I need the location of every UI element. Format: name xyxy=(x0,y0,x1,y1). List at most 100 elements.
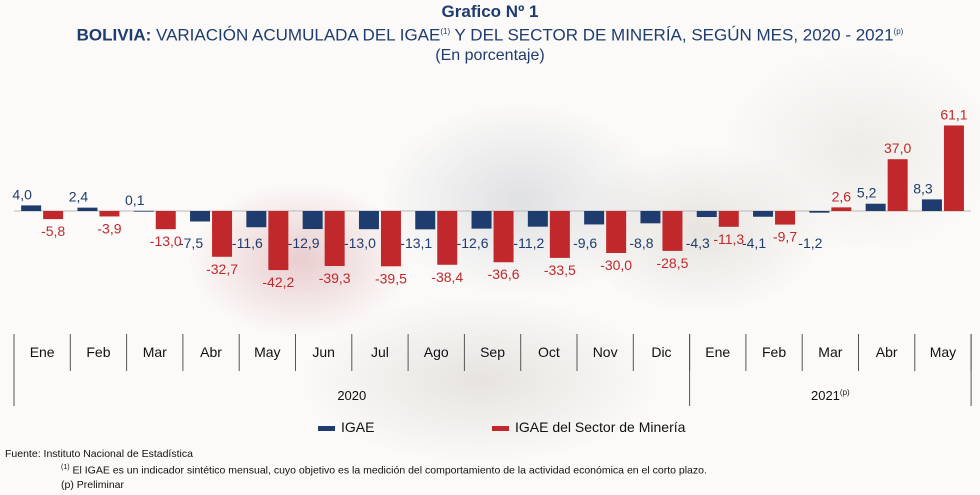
bar-mineria xyxy=(155,211,176,230)
bar-igae xyxy=(921,199,942,211)
value-label-igae: 8,3 xyxy=(913,180,933,196)
category-label: May xyxy=(930,344,956,360)
bar-igae xyxy=(753,211,774,217)
legend-swatch-mineria xyxy=(492,425,509,431)
footnote-igae-text: El IGAE es un indicador sintético mensua… xyxy=(69,464,707,477)
legend-label-mineria: IGAE del Sector de Minería xyxy=(515,419,686,435)
category-label: Dic xyxy=(651,344,671,360)
value-label-igae: 0,1 xyxy=(125,192,145,208)
legend-label-igae: IGAE xyxy=(341,419,375,435)
value-label-igae: 4,0 xyxy=(12,186,32,202)
legend-mineria: IGAE del Sector de Minería xyxy=(492,419,685,435)
value-label-mineria: -11,3 xyxy=(713,231,744,247)
value-label-igae: -1,2 xyxy=(798,235,822,251)
category-label: Mar xyxy=(143,344,167,360)
category-label: Abr xyxy=(876,344,898,360)
bar-igae xyxy=(809,211,830,213)
value-label-igae: -13,1 xyxy=(400,235,432,251)
bar-igae xyxy=(21,205,42,211)
value-label-mineria: -30,0 xyxy=(600,257,632,273)
value-label-igae: -12,6 xyxy=(457,235,489,251)
bar-mineria xyxy=(606,211,627,253)
value-label-mineria: -5,8 xyxy=(41,223,65,239)
legend-igae: IGAE xyxy=(318,419,374,435)
subtitle-country: BOLIVIA: xyxy=(76,25,152,45)
value-label-mineria: -33,5 xyxy=(544,262,576,278)
value-label-mineria: -39,3 xyxy=(319,270,351,286)
bar-mineria xyxy=(549,211,570,258)
category-label: May xyxy=(254,344,280,360)
bar-mineria xyxy=(380,211,401,267)
bar-mineria xyxy=(775,211,796,225)
bar-mineria xyxy=(662,211,683,251)
value-label-mineria: -32,7 xyxy=(206,261,238,277)
value-label-mineria: 37,0 xyxy=(884,140,911,156)
source-note: Fuente: Instituto Nacional de Estadístic… xyxy=(5,448,193,460)
year-label: 2021(p) xyxy=(811,388,850,403)
value-label-igae: -8,8 xyxy=(629,235,653,251)
year-label: 2020 xyxy=(337,388,366,403)
value-label-mineria: -9,7 xyxy=(773,229,797,245)
value-label-mineria: -3,9 xyxy=(97,220,121,236)
bar-igae xyxy=(527,211,548,227)
value-label-igae: -12,9 xyxy=(288,235,320,251)
bar-mineria xyxy=(718,211,739,227)
footnote-igae-ref: (1) xyxy=(61,464,70,471)
bar-igae xyxy=(415,211,436,230)
bar-mineria xyxy=(43,211,64,220)
subtitle-preliminary-ref: (p) xyxy=(893,27,904,36)
value-label-igae: -11,2 xyxy=(513,235,544,251)
subtitle-footnote-ref: (1) xyxy=(440,27,451,36)
bar-igae xyxy=(302,211,323,230)
chart-title-block: Grafico Nº 1 BOLIVIA: VARIACIÓN ACUMULAD… xyxy=(0,0,980,66)
category-label: Abr xyxy=(200,344,222,360)
value-label-mineria: -36,6 xyxy=(488,266,520,282)
value-label-igae: -11,6 xyxy=(232,235,263,251)
bar-mineria xyxy=(493,211,514,263)
value-label-mineria: -28,5 xyxy=(656,255,688,271)
footnote-igae: (1) El IGAE es un indicador sintético me… xyxy=(5,461,707,478)
bar-igae xyxy=(640,211,661,224)
chart-subtitle: BOLIVIA: VARIACIÓN ACUMULADA DEL IGAE(1)… xyxy=(0,22,980,46)
bar-mineria xyxy=(324,211,345,267)
bar-igae xyxy=(358,211,379,230)
subtitle-part2: Y DEL SECTOR DE MINERÍA, SEGÚN MES, 2020… xyxy=(450,25,894,45)
category-label: Mar xyxy=(818,344,842,360)
bar-mineria xyxy=(268,211,289,271)
category-label: Ene xyxy=(30,344,55,360)
value-label-igae: -4,3 xyxy=(686,235,710,251)
value-label-igae: -4,1 xyxy=(742,235,766,251)
bar-mineria xyxy=(887,159,908,211)
category-label: Ago xyxy=(424,344,449,360)
bar-igae xyxy=(190,211,211,222)
unit-note: (En porcentaje) xyxy=(435,46,545,64)
chart-title: Grafico Nº 1 xyxy=(441,2,539,21)
category-label: Oct xyxy=(538,344,560,360)
category-label: Ene xyxy=(705,344,730,360)
footnotes: Fuente: Instituto Nacional de Estadístic… xyxy=(5,447,707,492)
subtitle-part1: VARIACIÓN ACUMULADA DEL IGAE xyxy=(151,25,441,45)
bar-mineria xyxy=(831,207,852,211)
value-label-igae: -13,0 xyxy=(344,235,376,251)
value-label-igae: -7,5 xyxy=(179,235,203,251)
bar-igae xyxy=(696,211,717,218)
bar-igae xyxy=(246,211,267,228)
bar-mineria xyxy=(943,125,964,211)
value-label-mineria: -39,5 xyxy=(375,270,407,286)
value-label-mineria: -13,0 xyxy=(150,233,182,249)
bar-igae xyxy=(471,211,492,229)
footnote-preliminary: (p) Preliminar xyxy=(61,478,125,491)
bar-igae xyxy=(584,211,605,225)
bar-mineria xyxy=(99,211,120,217)
value-label-igae: 2,4 xyxy=(69,189,89,205)
bar-igae xyxy=(865,203,886,211)
value-label-igae: -9,6 xyxy=(573,235,597,251)
value-label-mineria: 2,6 xyxy=(832,188,852,204)
legend-swatch-igae xyxy=(318,425,335,431)
category-label: Nov xyxy=(593,344,618,360)
bar-mineria xyxy=(212,211,233,257)
value-label-mineria: -38,4 xyxy=(431,269,463,285)
value-label-mineria: -42,2 xyxy=(262,274,294,290)
